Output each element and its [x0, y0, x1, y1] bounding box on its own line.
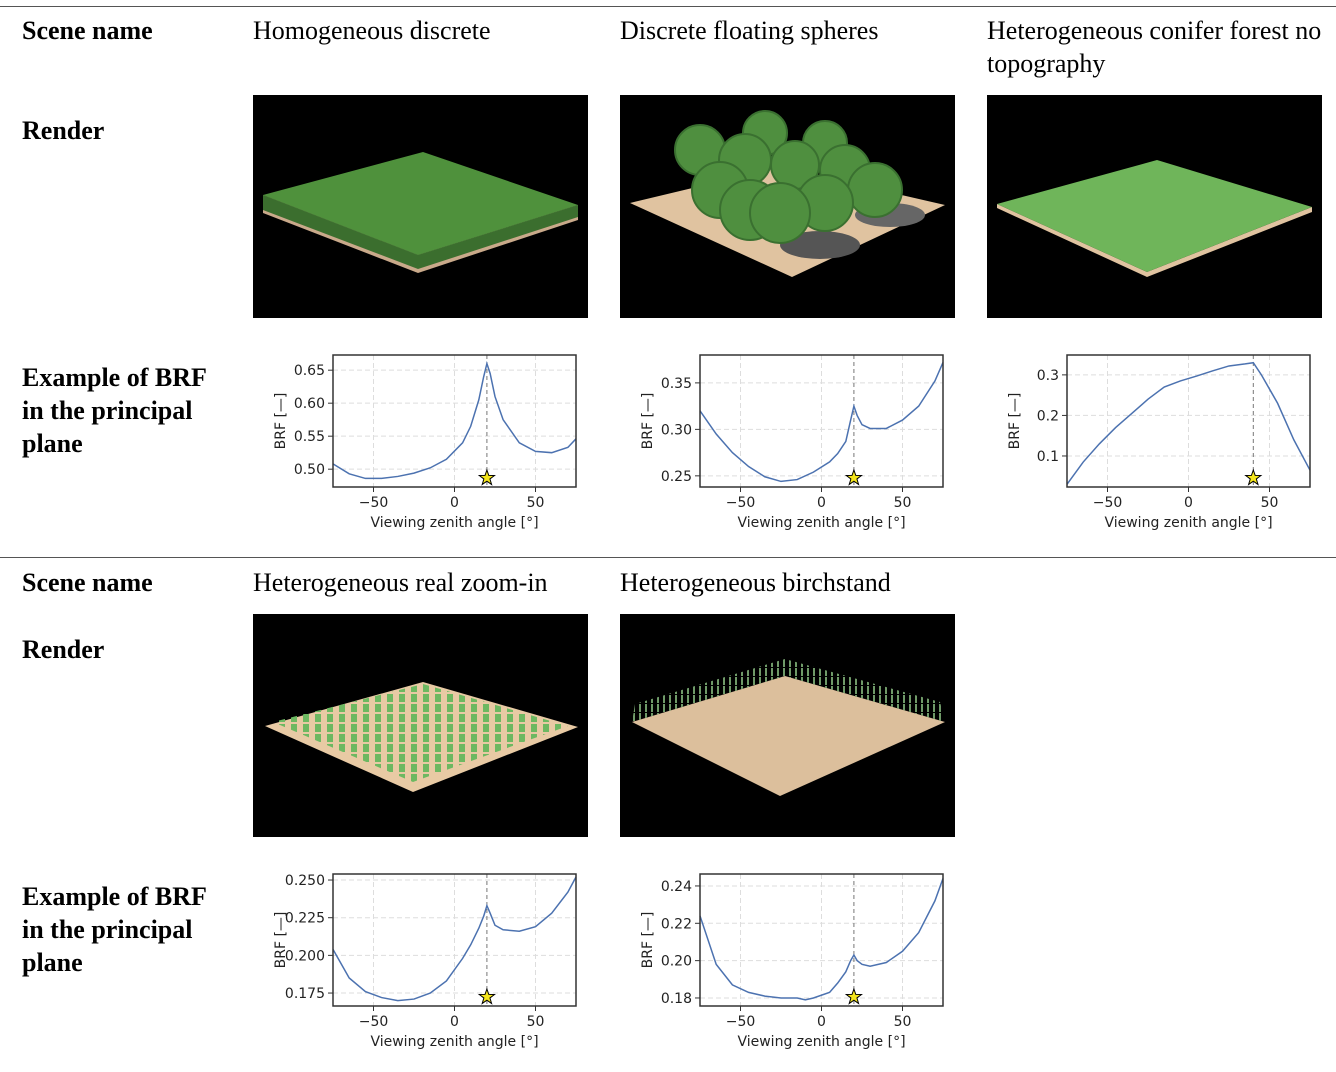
x-tick-label: 50	[527, 495, 545, 511]
x-axis-label: Viewing zenith angle [°]	[370, 1034, 538, 1050]
y-tick-label: 0.20	[661, 954, 692, 970]
y-tick-label: 0.22	[661, 916, 692, 932]
y-tick-label: 0.35	[661, 376, 692, 392]
y-tick-label: 0.60	[294, 396, 325, 412]
x-tick-label: 0	[1184, 495, 1193, 511]
y-tick-label: 0.250	[285, 873, 325, 889]
y-tick-label: 0.55	[294, 429, 325, 445]
x-axis-label: Viewing zenith angle [°]	[737, 1034, 905, 1050]
x-tick-label: 0	[450, 495, 459, 511]
y-tick-label: 0.30	[661, 422, 692, 438]
x-tick-label: 50	[894, 1014, 912, 1030]
y-tick-label: 0.65	[294, 363, 325, 379]
x-tick-label: −50	[359, 495, 389, 511]
x-axis-label: Viewing zenith angle [°]	[737, 515, 905, 531]
figure-page: Scene name Render Example of BRF in the …	[0, 0, 1336, 1072]
x-tick-label: −50	[726, 1014, 756, 1030]
brf-chart: 0.1 0.2 0.3 −50 0 50 Viewing zenith angle [°] B…	[987, 350, 1322, 550]
y-tick-label: 0.24	[661, 879, 692, 895]
x-tick-label: 50	[894, 495, 912, 511]
y-axis-label: BRF [—]	[640, 393, 656, 450]
x-tick-label: −50	[726, 495, 756, 511]
render-image	[253, 614, 588, 837]
row-label: Render	[22, 633, 222, 666]
row-label: Render	[22, 114, 222, 147]
y-tick-label: 0.3	[1037, 368, 1059, 384]
y-axis-label: BRF [—]	[273, 393, 289, 450]
y-tick-label: 0.200	[285, 948, 325, 964]
brf-chart: 0.175 0.200 0.225 0.250 −50 0 50 Viewing zenith…	[253, 869, 588, 1069]
x-axis-label: Viewing zenith angle [°]	[370, 515, 538, 531]
y-tick-label: 0.50	[294, 462, 325, 478]
y-tick-label: 0.2	[1037, 408, 1059, 424]
y-axis-label: BRF [—]	[1007, 393, 1023, 450]
top-rule	[0, 6, 1336, 7]
x-tick-label: −50	[359, 1014, 389, 1030]
scene-name: Heterogeneous birchstand	[620, 566, 965, 599]
render-image	[987, 95, 1322, 318]
x-tick-label: 0	[450, 1014, 459, 1030]
x-tick-label: 0	[817, 1014, 826, 1030]
scene-name: Discrete floating spheres	[620, 14, 965, 47]
y-axis-label: BRF [—]	[273, 912, 289, 969]
brf-chart: 0.18 0.20 0.22 0.24 −50 0 50 Viewing zenith ang…	[620, 869, 955, 1069]
brf-chart: 0.25 0.30 0.35 −50 0 50 Viewing zenith angle […	[620, 350, 955, 550]
x-tick-label: 50	[527, 1014, 545, 1030]
x-tick-label: −50	[1093, 495, 1123, 511]
render-image	[620, 95, 955, 318]
row-label: Scene name	[22, 566, 222, 599]
y-tick-label: 0.1	[1037, 449, 1059, 465]
scene-name: Heterogeneous real zoom-in	[253, 566, 598, 599]
y-tick-label: 0.225	[285, 911, 325, 927]
y-tick-label: 0.25	[661, 469, 692, 485]
row-label: Example of BRF in the principal plane	[22, 880, 212, 979]
x-axis-label: Viewing zenith angle [°]	[1104, 515, 1272, 531]
render-image	[620, 614, 955, 837]
scene-name: Homogeneous discrete	[253, 14, 598, 47]
x-tick-label: 50	[1261, 495, 1279, 511]
y-axis-label: BRF [—]	[640, 912, 656, 969]
y-tick-label: 0.18	[661, 991, 692, 1007]
row-label: Example of BRF in the principal plane	[22, 361, 212, 460]
brf-chart: 0.50 0.55 0.60 0.65 −50 0 50 Viewing zenith ang…	[253, 350, 588, 550]
middle-rule	[0, 557, 1336, 558]
x-tick-label: 0	[817, 495, 826, 511]
y-tick-label: 0.175	[285, 986, 325, 1002]
render-image	[253, 95, 588, 318]
scene-name: Heterogeneous conifer forest no topograp…	[987, 14, 1332, 80]
row-label: Scene name	[22, 14, 222, 47]
